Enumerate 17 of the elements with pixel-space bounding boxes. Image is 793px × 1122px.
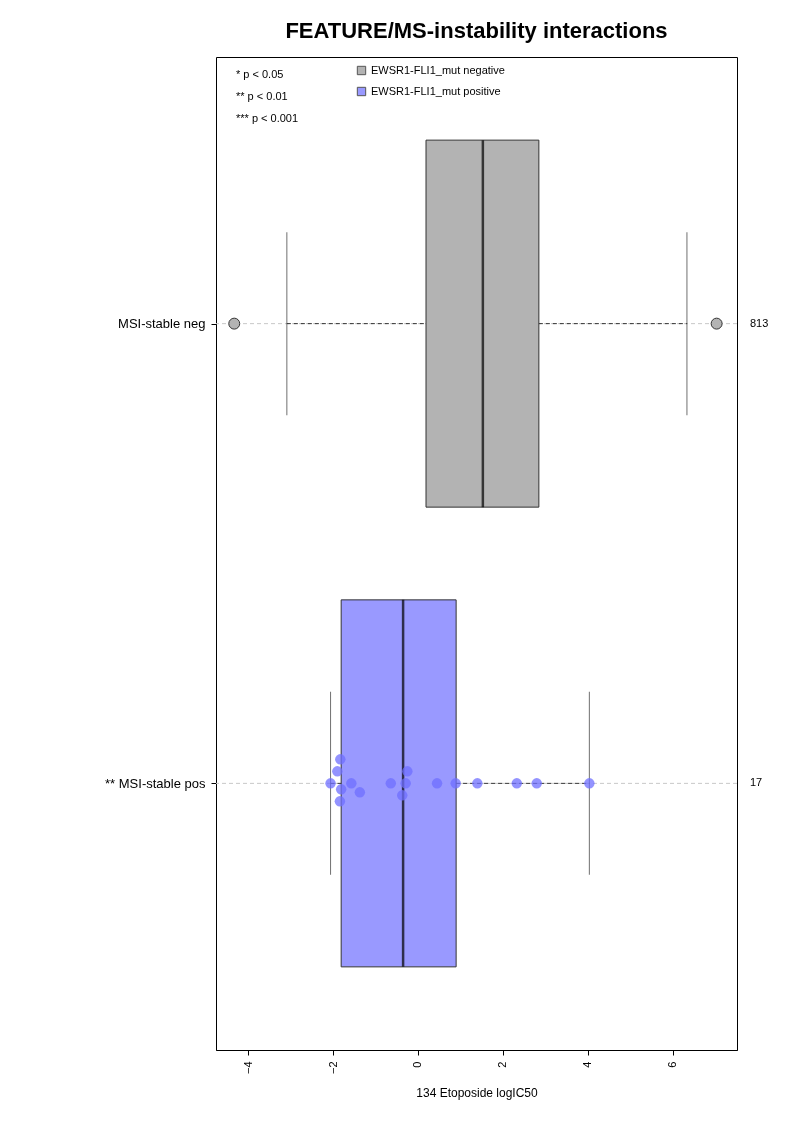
text: 17	[750, 776, 763, 789]
annotation: *** p < 0.001	[236, 112, 299, 124]
x-tick-label: 2	[496, 1061, 509, 1068]
annotation: ** p < 0.01	[236, 90, 288, 102]
y-tick-label: ** MSI-stable pos	[105, 775, 206, 791]
x-axis-title: 134 Etoposide logIC50	[416, 1086, 539, 1101]
y-tick-label: MSI-stable neg	[118, 316, 206, 332]
legend-label: EWSR1-FLI1_mut negative	[371, 63, 505, 76]
annotation: * p < 0.05	[236, 68, 284, 80]
text: 813	[750, 316, 769, 329]
x-tick-label: −4	[241, 1061, 254, 1075]
legend-label: EWSR1-FLI1_mut positive	[371, 84, 501, 97]
x-tick-label: 4	[581, 1061, 594, 1068]
x-tick-label: 6	[666, 1061, 679, 1068]
x-tick-label: −2	[326, 1061, 339, 1075]
chart-title: FEATURE/MS-instability interactions	[285, 18, 668, 43]
x-tick-label: 0	[411, 1061, 424, 1068]
